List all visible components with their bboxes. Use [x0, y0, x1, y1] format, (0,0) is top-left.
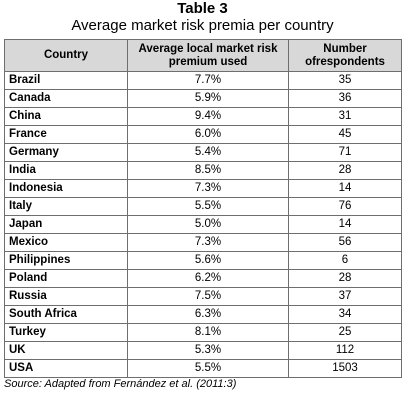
- table-row: UK 5.3% 112: [4, 341, 402, 360]
- premium-cell: 5.9%: [127, 89, 289, 108]
- country-cell: India: [4, 161, 128, 180]
- table-row: Mexico 7.3% 56: [4, 233, 402, 252]
- country-cell: UK: [4, 341, 128, 360]
- respondents-cell: 14: [288, 179, 402, 198]
- table-row: Poland 6.2% 28: [4, 269, 402, 288]
- respondents-cell: 31: [288, 107, 402, 126]
- country-cell: Indonesia: [4, 179, 128, 198]
- table-title: Average market risk premia per country: [71, 17, 334, 34]
- premium-cell: 8.5%: [127, 161, 289, 180]
- table-row: Turkey 8.1% 25: [4, 323, 402, 342]
- premium-cell: 9.4%: [127, 107, 289, 126]
- table-body: Brazil 7.7% 35 Canada 5.9% 36 China 9.4%…: [4, 71, 402, 378]
- premium-cell: 7.5%: [127, 287, 289, 306]
- respondents-cell: 112: [288, 341, 402, 360]
- respondents-cell: 71: [288, 143, 402, 162]
- premium-cell: 6.0%: [127, 125, 289, 144]
- respondents-cell: 25: [288, 323, 402, 342]
- respondents-cell: 6: [288, 251, 402, 270]
- table-row: Brazil 7.7% 35: [4, 71, 402, 90]
- premium-cell: 8.1%: [127, 323, 289, 342]
- respondents-cell: 35: [288, 71, 402, 90]
- premium-cell: 5.6%: [127, 251, 289, 270]
- country-cell: China: [4, 107, 128, 126]
- respondents-cell: 1503: [288, 359, 402, 378]
- premium-cell: 7.3%: [127, 179, 289, 198]
- table-row: South Africa 6.3% 34: [4, 305, 402, 324]
- header-row: Country Average local market risk premiu…: [4, 39, 402, 72]
- country-cell: France: [4, 125, 128, 144]
- country-cell: USA: [4, 359, 128, 378]
- header-premium: Average local market risk premium used: [127, 39, 289, 72]
- table-row: Canada 5.9% 36: [4, 89, 402, 108]
- premium-cell: 5.4%: [127, 143, 289, 162]
- header-respondents: Number ofrespondents: [288, 39, 402, 72]
- table-row: Japan 5.0% 14: [4, 215, 402, 234]
- country-cell: Russia: [4, 287, 128, 306]
- country-cell: Italy: [4, 197, 128, 216]
- country-cell: Brazil: [4, 71, 128, 90]
- respondents-cell: 56: [288, 233, 402, 252]
- table-row: Germany 5.4% 71: [4, 143, 402, 162]
- table-row: France 6.0% 45: [4, 125, 402, 144]
- respondents-cell: 14: [288, 215, 402, 234]
- respondents-cell: 76: [288, 197, 402, 216]
- respondents-cell: 37: [288, 287, 402, 306]
- table-row: Indonesia 7.3% 14: [4, 179, 402, 198]
- country-cell: Canada: [4, 89, 128, 108]
- respondents-cell: 34: [288, 305, 402, 324]
- country-cell: Japan: [4, 215, 128, 234]
- respondents-cell: 28: [288, 269, 402, 288]
- risk-premia-table: Country Average local market risk premiu…: [4, 39, 402, 378]
- country-cell: Turkey: [4, 323, 128, 342]
- table-number: Table 3: [177, 0, 228, 17]
- source-note: Source: Adapted from Fernández et al. (2…: [4, 378, 237, 390]
- premium-cell: 5.0%: [127, 215, 289, 234]
- country-cell: Philippines: [4, 251, 128, 270]
- premium-cell: 6.2%: [127, 269, 289, 288]
- premium-cell: 6.3%: [127, 305, 289, 324]
- table-row: Russia 7.5% 37: [4, 287, 402, 306]
- table-row: China 9.4% 31: [4, 107, 402, 126]
- respondents-cell: 36: [288, 89, 402, 108]
- respondents-cell: 45: [288, 125, 402, 144]
- country-cell: South Africa: [4, 305, 128, 324]
- table-row: India 8.5% 28: [4, 161, 402, 180]
- premium-cell: 5.5%: [127, 197, 289, 216]
- table-row: Philippines 5.6% 6: [4, 251, 402, 270]
- respondents-cell: 28: [288, 161, 402, 180]
- country-cell: Germany: [4, 143, 128, 162]
- header-country: Country: [4, 39, 128, 72]
- country-cell: Mexico: [4, 233, 128, 252]
- premium-cell: 5.5%: [127, 359, 289, 378]
- premium-cell: 7.7%: [127, 71, 289, 90]
- premium-cell: 5.3%: [127, 341, 289, 360]
- premium-cell: 7.3%: [127, 233, 289, 252]
- table-row: USA 5.5% 1503: [4, 359, 402, 378]
- table-row: Italy 5.5% 76: [4, 197, 402, 216]
- country-cell: Poland: [4, 269, 128, 288]
